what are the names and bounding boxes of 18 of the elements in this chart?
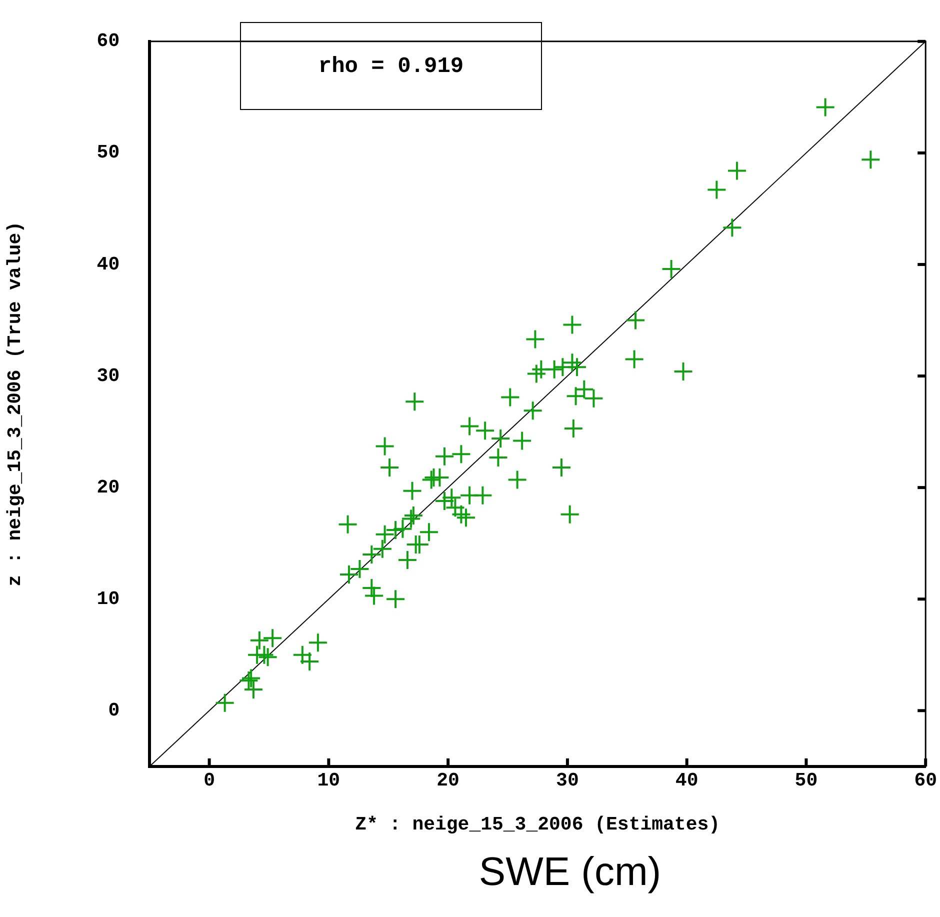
x-axis-title: Z* : neige_15_3_2006 (Estimates)	[355, 813, 720, 836]
x-tick-label: 30	[556, 770, 579, 792]
y-tick-label: 20	[96, 476, 120, 498]
y-tick-label: 50	[96, 142, 120, 164]
x-tick-label: 20	[436, 770, 460, 792]
y-tick-label: 10	[96, 588, 120, 610]
y-tick-label: 60	[96, 30, 120, 52]
x-tick-label: 0	[204, 770, 215, 792]
y-tick-label: 0	[108, 699, 120, 722]
text: SWE (cm)	[478, 850, 662, 895]
y-tick-label: 30	[96, 364, 120, 387]
y-axis-title: z : neige_15_3_2006 (True value)	[4, 221, 26, 586]
annotation: rho = 0.919	[240, 22, 542, 110]
x-tick-label: 40	[675, 770, 698, 792]
x-tick-label: 50	[794, 770, 818, 792]
x-tick-label: 10	[317, 770, 340, 792]
x-tick-label: 60	[914, 770, 938, 792]
y-tick-label: 40	[96, 253, 120, 276]
